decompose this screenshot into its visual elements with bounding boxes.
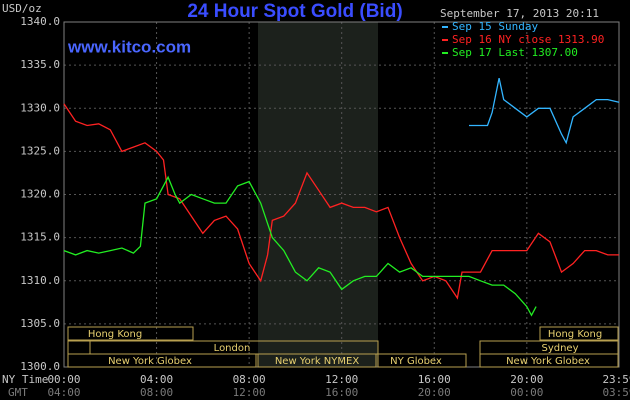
x-tick-label: 08:00: [233, 373, 266, 386]
session-box: [257, 353, 377, 368]
y-tick-label: 1300.0: [20, 360, 60, 373]
legend-entry: Sep 16 NY close 1313.90: [452, 33, 604, 46]
series-line: [63, 175, 537, 317]
x-tick-label: 23:59: [602, 373, 630, 386]
x2-tick-label: 20:00: [418, 386, 451, 399]
y-tick-label: 1340.0: [20, 15, 60, 28]
legend-entry: Sep 17 Last 1307.00: [452, 46, 578, 59]
y-tick-label: 1325.0: [20, 144, 60, 157]
y-tick-label: 1310.0: [20, 274, 60, 287]
y-tick-label: 1335.0: [20, 58, 60, 71]
x2-tick-label: 04:00: [47, 386, 80, 399]
chart-title: 24 Hour Spot Gold (Bid): [187, 1, 402, 22]
legend-title: September 17, 2013 20:11: [440, 7, 599, 20]
y-tick-label: 1320.0: [20, 188, 60, 201]
session-label: New York Globex: [108, 356, 192, 367]
session-label: NY Globex: [390, 356, 442, 367]
y-axis-label: USD/oz: [2, 2, 42, 15]
y-tick-label: 1305.0: [20, 317, 60, 330]
x-tick-label: 16:00: [418, 373, 451, 386]
session-box: [479, 353, 619, 368]
source: www.kitco.com: [67, 37, 191, 56]
x-tick-label: 00:00: [47, 373, 80, 386]
legend-entry: Sep 15 Sunday: [452, 20, 538, 33]
x2-tick-label: 16:00: [325, 386, 358, 399]
session-box: [377, 353, 467, 368]
y-tick-label: 1330.0: [20, 101, 60, 114]
session-label: Hong Kong: [548, 329, 602, 340]
session-label: Hong Kong: [88, 329, 142, 340]
session-label: New York Globex: [506, 356, 590, 367]
session-label: Sydney: [541, 343, 578, 354]
x-axis-label: NY Time: [2, 373, 48, 386]
x-tick-label: 12:00: [325, 373, 358, 386]
session-label: London: [214, 343, 251, 354]
sessions: Hong Kong London New York Globex New Yor…: [67, 326, 619, 368]
session-box: [539, 326, 619, 341]
nymex-shade: [258, 22, 378, 367]
x2-axis-label: GMT: [8, 386, 28, 399]
x-tick-label: 20:00: [510, 373, 543, 386]
series-line: [469, 77, 620, 145]
x-tick-label: 04:00: [140, 373, 173, 386]
session-label: New York NYMEX: [275, 356, 360, 367]
y-tick-label: 1315.0: [20, 231, 60, 244]
session-box: [67, 326, 194, 341]
session-box: [67, 353, 257, 368]
x2-tick-label: 00:00: [510, 386, 543, 399]
series-line: [63, 103, 619, 300]
x2-tick-label: 12:00: [233, 386, 266, 399]
x2-tick-label: 03:59: [602, 386, 630, 399]
x2-tick-label: 08:00: [140, 386, 173, 399]
